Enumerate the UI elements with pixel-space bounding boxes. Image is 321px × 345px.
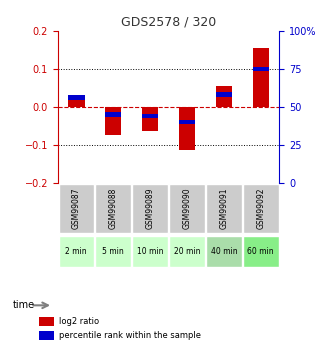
FancyBboxPatch shape	[95, 236, 131, 267]
Text: GSM99090: GSM99090	[182, 188, 192, 229]
FancyBboxPatch shape	[169, 184, 205, 234]
FancyBboxPatch shape	[132, 236, 168, 267]
Text: 5 min: 5 min	[102, 247, 124, 256]
Bar	[39, 331, 54, 340]
Text: 2 min: 2 min	[65, 247, 87, 256]
Bar	[253, 67, 269, 71]
Bar	[105, 107, 121, 135]
FancyBboxPatch shape	[243, 236, 279, 267]
FancyBboxPatch shape	[58, 236, 94, 267]
Text: GSM99089: GSM99089	[145, 188, 155, 229]
FancyBboxPatch shape	[132, 184, 168, 234]
Bar	[179, 120, 195, 124]
FancyBboxPatch shape	[243, 184, 279, 234]
FancyBboxPatch shape	[206, 184, 242, 234]
Bar	[68, 96, 84, 100]
Bar	[216, 86, 232, 107]
Bar	[216, 92, 232, 97]
Text: 20 min: 20 min	[174, 247, 200, 256]
Text: percentile rank within the sample: percentile rank within the sample	[59, 331, 201, 340]
Text: GSM99091: GSM99091	[219, 188, 229, 229]
Text: time: time	[13, 300, 35, 310]
Bar	[68, 97, 84, 107]
FancyBboxPatch shape	[58, 184, 94, 234]
Text: log2 ratio: log2 ratio	[59, 317, 100, 326]
Bar	[105, 112, 121, 117]
FancyBboxPatch shape	[169, 236, 205, 267]
Text: GSM99088: GSM99088	[108, 188, 118, 229]
Text: GSM99092: GSM99092	[256, 188, 265, 229]
Bar	[142, 107, 158, 131]
Text: 60 min: 60 min	[247, 247, 274, 256]
Text: 40 min: 40 min	[211, 247, 237, 256]
FancyBboxPatch shape	[206, 236, 242, 267]
Bar	[253, 48, 269, 107]
Text: 10 min: 10 min	[137, 247, 163, 256]
Bar	[142, 114, 158, 118]
Bar	[179, 107, 195, 150]
Text: GSM99087: GSM99087	[72, 188, 81, 229]
FancyBboxPatch shape	[95, 184, 131, 234]
Bar	[39, 317, 54, 326]
Title: GDS2578 / 320: GDS2578 / 320	[121, 16, 216, 29]
